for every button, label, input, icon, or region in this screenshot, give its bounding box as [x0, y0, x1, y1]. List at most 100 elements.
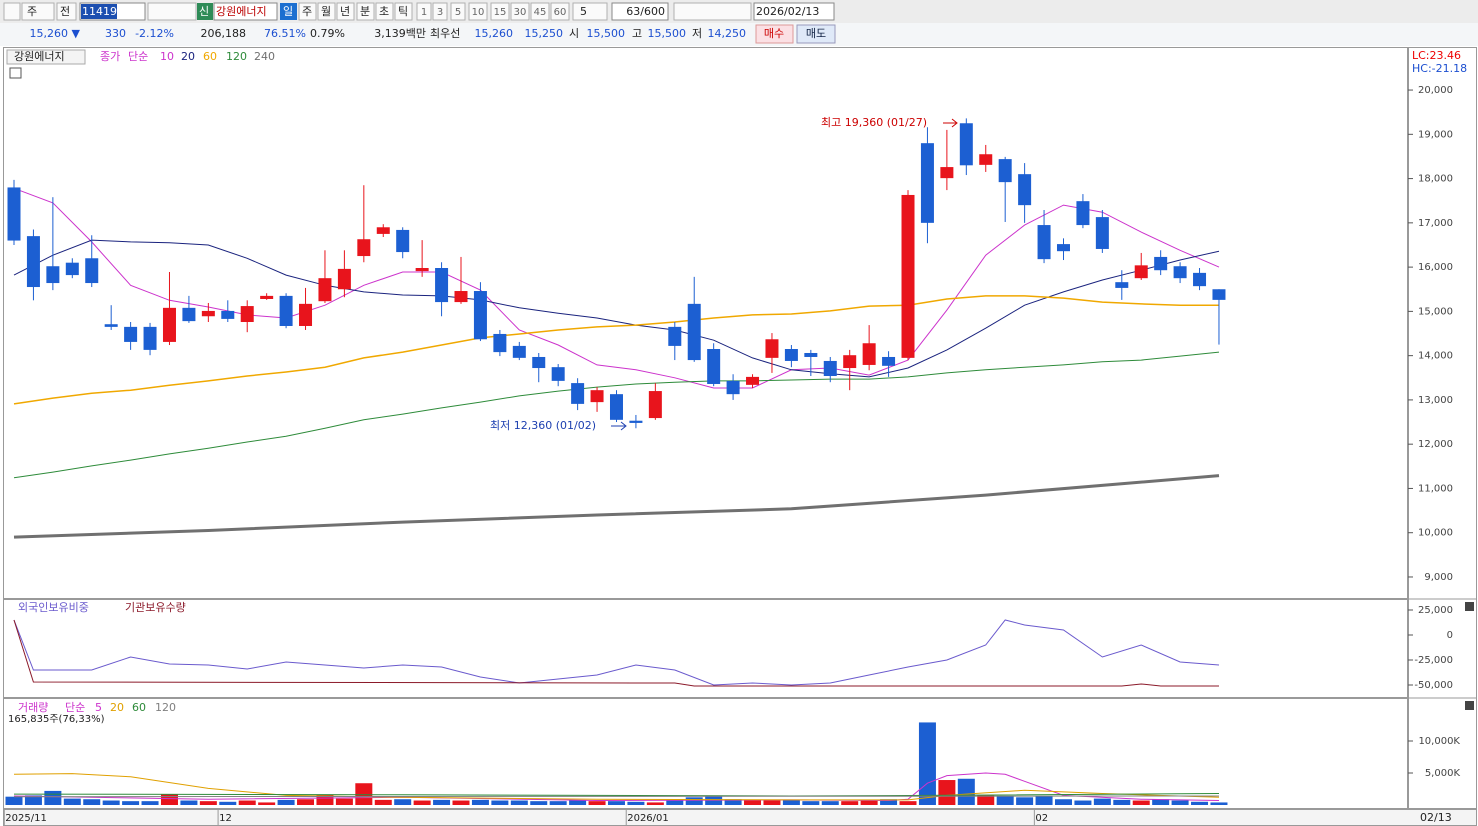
time-label: 2025/11: [5, 813, 47, 824]
volume-bar: [452, 800, 470, 805]
candle-body: [182, 307, 196, 322]
period-week[interactable]: [298, 2, 317, 21]
volume: 206,188: [201, 27, 247, 40]
period-label: 월: [321, 5, 331, 18]
volume-bar: [666, 800, 684, 805]
volume-bar: [802, 801, 820, 805]
period-month[interactable]: [317, 2, 336, 21]
prev-button[interactable]: [56, 2, 77, 21]
legend-entry: 5: [95, 701, 102, 714]
y-tick-label: 15,000: [1418, 306, 1453, 317]
y-tick-label: 20,000: [1418, 85, 1453, 96]
interval-button[interactable]: [468, 2, 488, 21]
new-badge[interactable]: [197, 3, 213, 20]
volume-bar: [1074, 800, 1092, 805]
volume-bar: [1016, 797, 1034, 805]
legend-entry: 20: [181, 50, 195, 63]
candle-body: [668, 326, 682, 346]
low-arrow: [611, 421, 627, 431]
time-label: 2026/01: [627, 813, 669, 824]
period-tick[interactable]: [394, 2, 413, 21]
table-icon[interactable]: [9, 67, 22, 79]
interval-button[interactable]: [490, 2, 510, 21]
interval-button[interactable]: [530, 2, 550, 21]
market-select[interactable]: [21, 2, 55, 21]
candle-body: [1115, 282, 1129, 288]
candle-body: [493, 333, 507, 353]
interval-button[interactable]: [416, 2, 432, 21]
buy-label: 매수: [764, 27, 784, 40]
candle-body: [260, 295, 274, 299]
volume-bar: [1113, 799, 1131, 805]
candle-body: [1076, 201, 1090, 226]
bid: 15,250: [525, 27, 564, 40]
buy-button[interactable]: [755, 24, 794, 44]
candle-body: [804, 352, 818, 357]
panel-close[interactable]: [1465, 701, 1474, 710]
candle-body: [1193, 272, 1207, 287]
candle-body: [687, 303, 701, 361]
candle-body: [1212, 289, 1226, 300]
candle-body: [279, 295, 293, 326]
date: 2026/02/13: [756, 5, 819, 18]
candle-body: [1018, 174, 1032, 206]
y-tick-label: 10,000K: [1418, 736, 1460, 747]
y-tick-label: 17,000: [1418, 218, 1453, 229]
volume-bar: [141, 801, 159, 805]
volume-bar: [1132, 800, 1150, 805]
stock-name-box[interactable]: [213, 2, 278, 21]
date-box[interactable]: [753, 2, 835, 21]
volume-bar: [646, 802, 664, 805]
last-date: 02/13: [1420, 811, 1452, 824]
period-min[interactable]: [356, 2, 375, 21]
volume-bar: [841, 801, 859, 805]
candle-body: [357, 239, 371, 257]
candle-body: [162, 307, 176, 342]
menu-button[interactable]: [3, 2, 21, 21]
volume-bar: [685, 797, 703, 805]
period-day[interactable]: [280, 3, 297, 20]
lc: LC:23.46: [1412, 49, 1461, 62]
volume-bar: [297, 799, 315, 805]
search-buttons[interactable]: [147, 2, 197, 21]
candle-body: [823, 360, 837, 377]
volume-bar: [569, 800, 587, 805]
volume-bar: [880, 799, 898, 805]
volume-bar: [277, 799, 295, 805]
candle-body: [1056, 244, 1070, 252]
interval-button[interactable]: [510, 2, 530, 21]
count-box[interactable]: [611, 2, 669, 21]
period-sec[interactable]: [375, 2, 394, 21]
volume-bar: [1093, 798, 1111, 805]
interval-select[interactable]: [572, 2, 608, 21]
volume-rate: 76.51%: [264, 27, 306, 40]
legend-entry: 20: [110, 701, 124, 714]
time-label: 02: [1035, 813, 1048, 824]
interval-button[interactable]: [432, 2, 448, 21]
tool-icons[interactable]: [673, 2, 752, 21]
ma-line: [13, 474, 1220, 539]
volume-bar: [44, 790, 62, 805]
candle-body: [512, 345, 526, 358]
candle-body: [648, 391, 662, 419]
period-year[interactable]: [336, 2, 355, 21]
panel-close[interactable]: [1465, 602, 1474, 611]
volume-bar: [374, 799, 392, 805]
candle-body: [784, 349, 798, 361]
candle-body: [240, 306, 254, 323]
candle-body: [882, 356, 896, 366]
interval-button[interactable]: [450, 2, 466, 21]
ma-label: 단순: [128, 50, 148, 63]
ma-line: [13, 239, 1220, 378]
candle-body: [843, 355, 857, 369]
interval-button[interactable]: [550, 2, 570, 21]
sell-button[interactable]: [796, 24, 836, 44]
legend-entry: 120: [226, 50, 247, 63]
interval-label: 5: [455, 7, 461, 18]
candle-body: [143, 326, 157, 350]
volume-bar: [102, 800, 120, 805]
volume-bar: [782, 799, 800, 805]
y-tick-label: 14,000: [1418, 351, 1453, 362]
volume-bar: [491, 800, 509, 805]
